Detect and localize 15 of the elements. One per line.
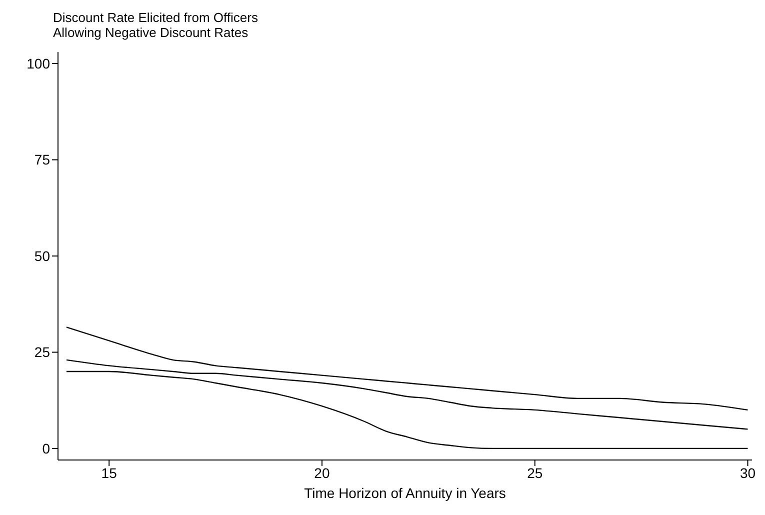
- x-tick-label: 30: [740, 464, 756, 481]
- x-tick-label: 25: [527, 464, 543, 481]
- y-tick-label: 25: [34, 344, 50, 360]
- y-tick-label: 50: [34, 248, 50, 264]
- y-tick-label: 100: [26, 56, 50, 72]
- line-series: [66, 326, 748, 411]
- x-tick-label: 15: [101, 464, 118, 481]
- line-series: [66, 359, 748, 430]
- x-tick-label: 20: [314, 464, 330, 481]
- y-tick-label: 0: [42, 440, 50, 456]
- x-axis-title: Time Horizon of Annuity in Years: [304, 485, 506, 501]
- chart-subtitle: Allowing Negative Discount Rates: [53, 25, 250, 40]
- chart-title: Discount Rate Elicited from Officers: [53, 10, 259, 25]
- line-series: [66, 370, 748, 450]
- y-tick-label: 75: [34, 152, 50, 168]
